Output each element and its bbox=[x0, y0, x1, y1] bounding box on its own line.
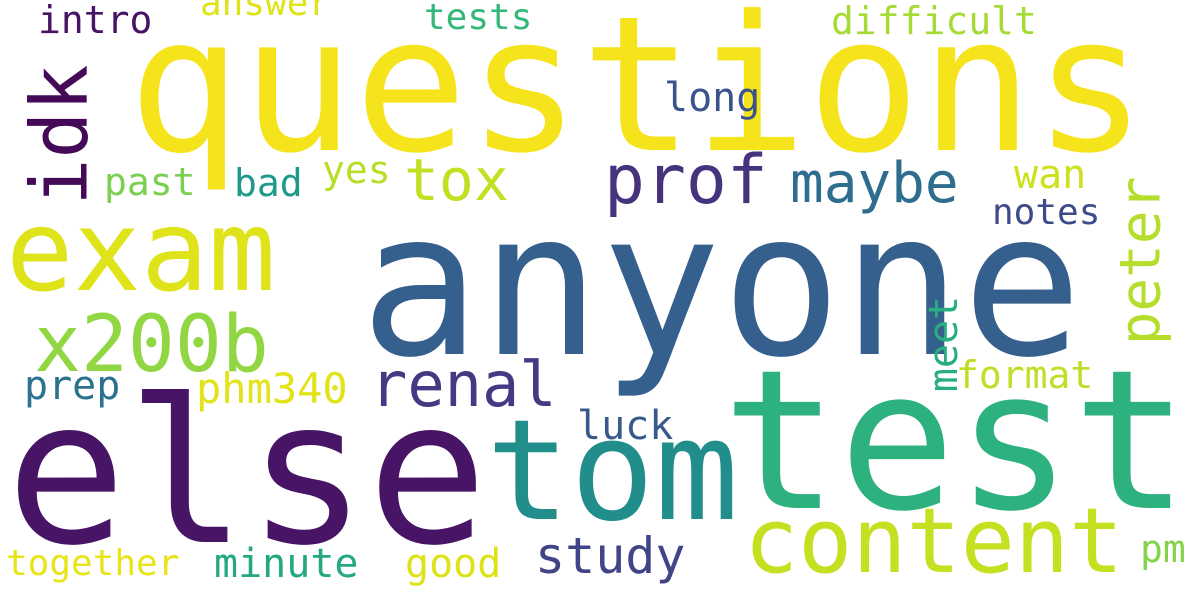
word-phm340: phm340 bbox=[196, 364, 348, 413]
word-minute: minute bbox=[214, 541, 359, 587]
word-maybe: maybe bbox=[790, 151, 959, 216]
word-content: content bbox=[744, 489, 1124, 594]
word-pm: pm bbox=[1140, 527, 1186, 571]
word-together: together bbox=[6, 543, 180, 584]
word-prof: prof bbox=[604, 141, 768, 220]
word-tom: tom bbox=[486, 390, 739, 553]
word-good: good bbox=[405, 541, 502, 587]
word-long: long bbox=[664, 75, 761, 121]
word-luck: luck bbox=[577, 403, 674, 449]
word-past: past bbox=[104, 160, 196, 204]
word-test: test bbox=[722, 328, 1190, 554]
word-format: format bbox=[956, 353, 1094, 397]
word-idk: idk bbox=[15, 64, 106, 206]
word-peter: peter bbox=[1108, 176, 1174, 346]
word-else: else bbox=[6, 357, 488, 590]
word-difficult: difficult bbox=[831, 0, 1037, 43]
word-tox: tox bbox=[404, 146, 509, 214]
word-notes: notes bbox=[992, 192, 1101, 233]
word-x200b: x200b bbox=[34, 300, 269, 390]
word-tests: tests bbox=[424, 0, 533, 38]
word-renal: renal bbox=[370, 348, 557, 421]
word-bad: bad bbox=[234, 161, 303, 205]
word-yes: yes bbox=[322, 148, 391, 192]
word-anyone: anyone bbox=[360, 169, 1083, 402]
word-intro: intro bbox=[38, 0, 153, 42]
word-prep: prep bbox=[24, 363, 121, 409]
word-questions: questions bbox=[128, 0, 1147, 195]
word-answer: answer bbox=[200, 0, 331, 24]
word-exam: exam bbox=[6, 187, 276, 317]
word-study: study bbox=[535, 527, 686, 585]
word-wan: wan bbox=[1014, 152, 1087, 198]
